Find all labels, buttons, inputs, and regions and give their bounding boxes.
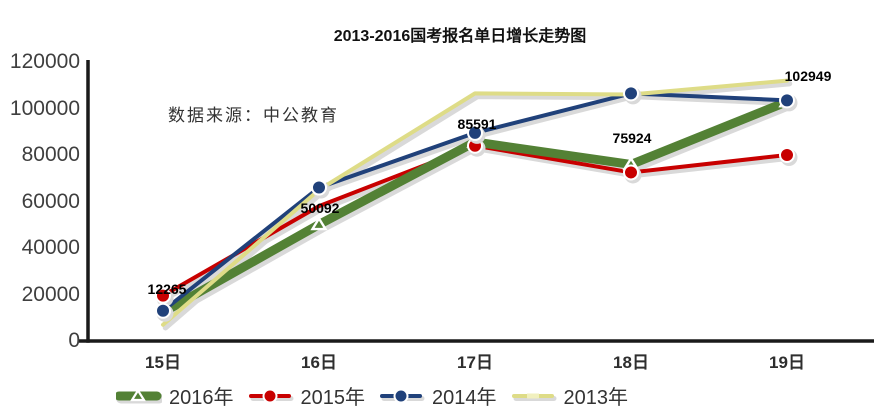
legend: 2016年 2015年 2014年 2013年 [116,381,628,410]
legend-label: 2015年 [300,387,366,409]
x-tick-label: 18日 [613,353,649,372]
series-line-2013 [161,78,789,327]
chart-title: 2013-2016国考报名单日增长走势图 [333,28,587,45]
legend-item-2013: 2013年 [511,381,629,410]
legend-item-2014: 2014年 [379,381,497,410]
circle-marker [155,287,171,304]
source-note: 数据来源：中公教育 [168,106,339,125]
y-tick-label: 120000 [9,50,80,73]
circle-marker [155,302,171,319]
legend-swatch [511,393,556,401]
circle-marker [623,85,639,102]
series-shadow [162,80,793,331]
x-tick-label: 15日 [145,353,181,372]
legend-item-2016: 2016年 [116,381,234,410]
x-tick-label: 17日 [457,353,493,372]
legend-label: 2014年 [432,387,497,409]
legend-label: 2016年 [169,387,234,409]
data-label: 50092 [300,199,340,216]
y-tick-label: 40000 [21,236,80,259]
circle-marker [467,124,483,141]
circle-marker [623,164,639,181]
circle-marker [779,147,795,163]
y-tick-label: 60000 [21,189,80,213]
legend-swatch [380,388,425,403]
y-tick-label: 100000 [9,96,80,120]
legend-label: 2013年 [563,387,629,409]
legend-swatch [248,388,293,403]
y-tick-label: 0 [68,329,80,352]
data-label: 12265 [147,281,187,298]
circle-marker [779,92,795,109]
data-label: 75924 [612,130,652,147]
x-tick-label: 19日 [769,353,805,372]
legend-item-2015: 2015年 [248,381,366,410]
series-shadow [162,145,793,302]
y-tick-label: 20000 [21,282,80,306]
legend-swatch [116,387,162,403]
circle-marker [311,179,327,196]
data-label: 85591 [457,116,497,132]
data-label: 102949 [784,67,832,84]
x-tick-label: 16日 [301,353,337,372]
triangle-marker [310,216,328,231]
y-tick-label: 80000 [21,143,80,166]
